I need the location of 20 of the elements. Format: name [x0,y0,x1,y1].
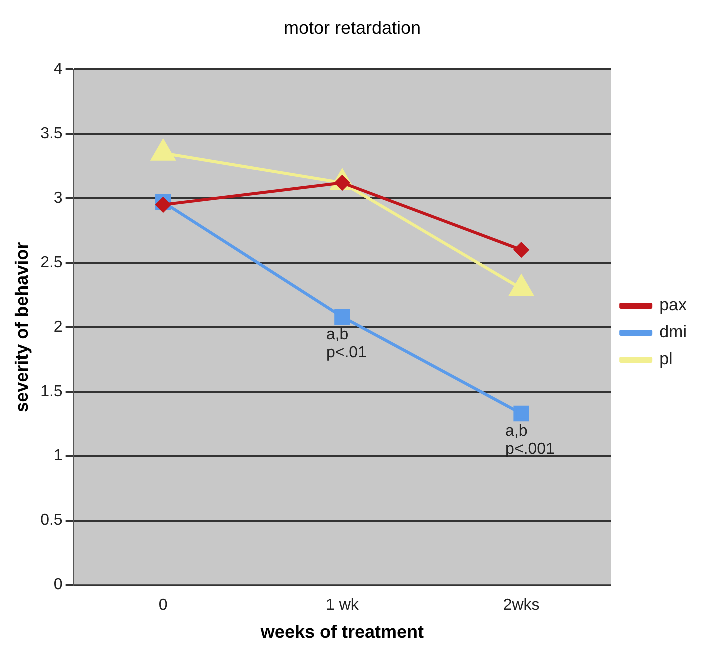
legend-label: pax [660,296,688,315]
y-tick-label: 2.5 [40,254,63,272]
x-axis-title: weeks of treatment [260,622,424,642]
y-tick-label: 0.5 [40,512,63,530]
legend-label: pl [660,350,673,369]
y-tick-label: 3 [54,190,63,207]
y-tick-label: 1 [54,448,63,465]
x-tick-label: 2wks [503,597,540,614]
annotation: a,b p<.001 [506,423,556,458]
y-tick-label: 2 [54,318,63,336]
annotation: a,b p<.01 [326,326,368,362]
chart-title: motor retardation [284,18,422,38]
legend-label: dmi [660,322,687,342]
y-tick-label: 1.5 [40,383,63,400]
y-tick-label: 0 [54,576,63,594]
y-tick-label: 4 [54,61,63,78]
y-tick-label: 3.5 [40,125,63,142]
x-tick-label: 1 wk [326,597,360,614]
y-axis-title: severity of behavior [12,242,32,412]
x-tick-label: 0 [158,597,168,614]
